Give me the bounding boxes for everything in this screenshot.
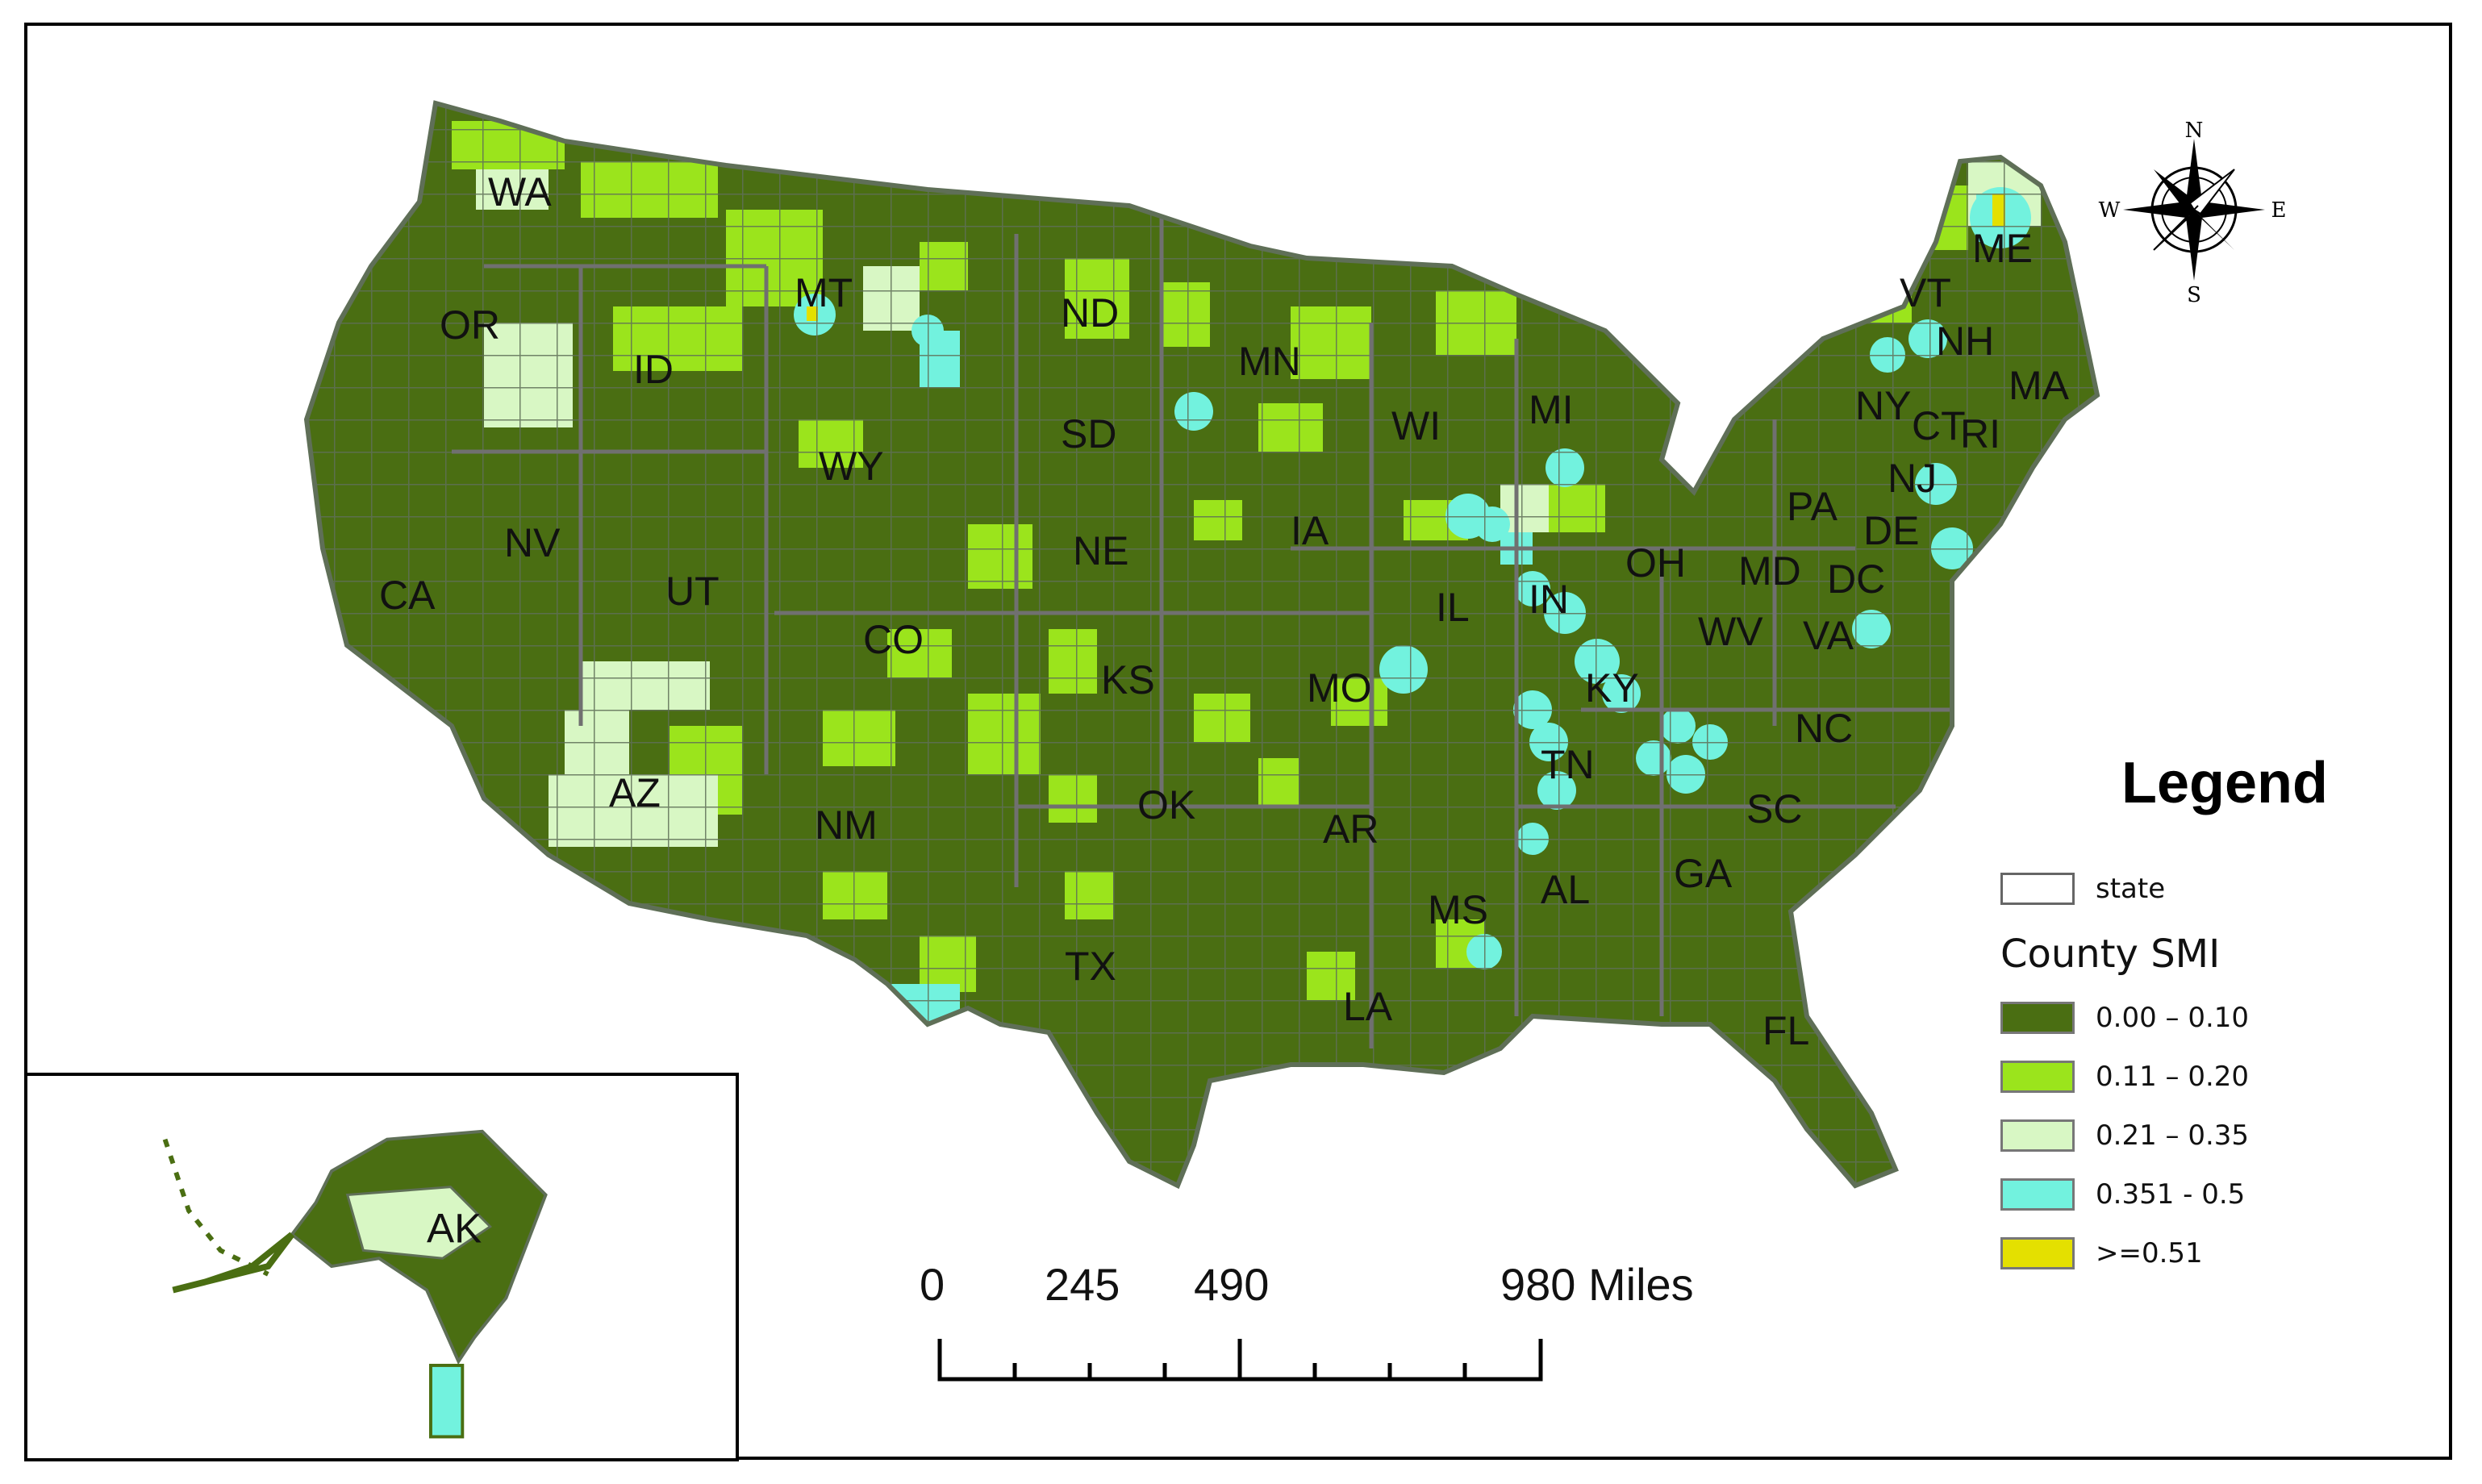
- compass-n: N: [2185, 119, 2204, 143]
- state-label-ga: GA: [1674, 851, 1733, 896]
- state-label-nd: ND: [1061, 290, 1119, 336]
- state-label-tn: TN: [1541, 742, 1595, 787]
- aleutian-islands: [162, 1138, 269, 1277]
- legend-class-swatch: [2000, 1237, 2075, 1269]
- state-label-ia: IA: [1291, 508, 1329, 553]
- legend: Legend state County SMI 0.00 – 0.10 0.11 …: [1992, 750, 2412, 1315]
- state-label-ri: RI: [1960, 411, 2000, 456]
- state-label-ma: MA: [2009, 363, 2070, 408]
- state-label-al: AL: [1541, 867, 1590, 912]
- legend-class-label: 0.351 - 0.5: [2096, 1178, 2246, 1211]
- state-label-ok: OK: [1137, 782, 1195, 827]
- scale-ticks: [937, 1339, 1543, 1382]
- state-label-nj: NJ: [1888, 456, 1937, 501]
- state-label-nh: NH: [1936, 319, 1994, 364]
- state-label-vt: VT: [1900, 270, 1951, 315]
- legend-state-label: state: [2096, 873, 2166, 905]
- state-label-mo: MO: [1307, 665, 1372, 711]
- state-label-sd: SD: [1061, 411, 1116, 456]
- state-label-ms: MS: [1428, 887, 1488, 932]
- scale-label-490: 490: [1194, 1259, 1270, 1310]
- state-label-il: IL: [1436, 585, 1470, 630]
- state-label-wv: WV: [1698, 609, 1763, 654]
- legend-class-label: >=0.51: [2096, 1237, 2203, 1269]
- state-label-or: OR: [440, 302, 500, 348]
- state-label-ny: NY: [1855, 383, 1911, 428]
- legend-class-swatch: [2000, 1061, 2075, 1093]
- state-label-sc: SC: [1746, 786, 1802, 832]
- state-label-ky: KY: [1585, 665, 1639, 711]
- legend-class-row: >=0.51: [2000, 1236, 2203, 1271]
- legend-class-row: 0.00 – 0.10: [2000, 1000, 2249, 1036]
- state-label-az: AZ: [609, 770, 661, 815]
- scale-label-0: 0: [920, 1259, 945, 1310]
- state-label-id: ID: [633, 347, 674, 392]
- legend-heading: County SMI: [2000, 932, 2221, 977]
- legend-class-row: 0.11 – 0.20: [2000, 1059, 2249, 1094]
- state-label-ar: AR: [1323, 807, 1379, 852]
- state-label-nv: NV: [504, 520, 561, 565]
- alaska-light-region: [345, 1186, 493, 1260]
- legend-class-label: 0.21 – 0.35: [2096, 1119, 2250, 1152]
- state-label-nc: NC: [1795, 706, 1853, 751]
- state-label-wi: WI: [1391, 403, 1441, 448]
- legend-class-swatch: [2000, 1002, 2075, 1034]
- state-label-oh: OH: [1625, 540, 1686, 586]
- us-outline: [303, 100, 2100, 1190]
- state-label-va: VA: [1803, 613, 1854, 658]
- compass-e: E: [2271, 198, 2287, 223]
- state-label-in: IN: [1529, 577, 1569, 622]
- state-label-ct: CT: [1912, 403, 1966, 448]
- map-frame: [24, 23, 2452, 1460]
- state-label-ne: NE: [1073, 528, 1128, 573]
- state-label-la: LA: [1343, 984, 1393, 1029]
- legend-class-row: 0.351 - 0.5: [2000, 1177, 2245, 1212]
- state-label-md: MD: [1738, 548, 1801, 594]
- compass-w: W: [2099, 198, 2121, 223]
- state-label-dc: DC: [1827, 556, 1885, 602]
- state-label-fl: FL: [1762, 1008, 1809, 1053]
- state-label-ak: AK: [427, 1206, 482, 1252]
- legend-class-label: 0.00 – 0.10: [2096, 1002, 2250, 1034]
- legend-class-label: 0.11 – 0.20: [2096, 1061, 2250, 1093]
- state-label-de: DE: [1863, 508, 1919, 553]
- scale-label-245: 245: [1045, 1259, 1120, 1310]
- alaska-inset: AK: [24, 1073, 739, 1461]
- state-label-nm: NM: [815, 802, 878, 848]
- state-label-ca: CA: [379, 573, 436, 618]
- compass-s: S: [2187, 283, 2201, 306]
- state-label-me: ME: [1972, 226, 2033, 271]
- alaska-peninsula: [172, 1232, 295, 1294]
- north-arrow-compass: N S E W: [2097, 113, 2291, 307]
- state-label-co: CO: [863, 617, 924, 662]
- scale-bar: 0 245 490 980 Miles: [920, 1258, 1726, 1387]
- state-label-wy: WY: [819, 444, 884, 489]
- legend-class-swatch: [2000, 1119, 2075, 1152]
- state-label-mt: MT: [795, 270, 853, 315]
- state-label-mn: MN: [1238, 339, 1301, 384]
- legend-class-swatch: [2000, 1178, 2075, 1211]
- state-label-wa: WA: [488, 169, 552, 215]
- legend-state-swatch: [2000, 873, 2075, 905]
- compass-rose-icon: N S E W: [2099, 119, 2287, 307]
- state-label-ks: KS: [1101, 657, 1155, 702]
- state-label-tx: TX: [1065, 944, 1116, 989]
- state-label-mi: MI: [1529, 387, 1574, 432]
- legend-class-row: 0.21 – 0.35: [2000, 1118, 2249, 1153]
- legend-title: Legend: [2121, 751, 2329, 815]
- state-label-pa: PA: [1787, 484, 1838, 529]
- alaska-map: AK: [162, 1129, 548, 1439]
- scale-label-980-miles: 980 Miles: [1500, 1259, 1694, 1310]
- alaska-southeast-panhandle: [429, 1363, 465, 1439]
- legend-state-row: state: [2000, 871, 2165, 907]
- state-label-ut: UT: [665, 569, 720, 614]
